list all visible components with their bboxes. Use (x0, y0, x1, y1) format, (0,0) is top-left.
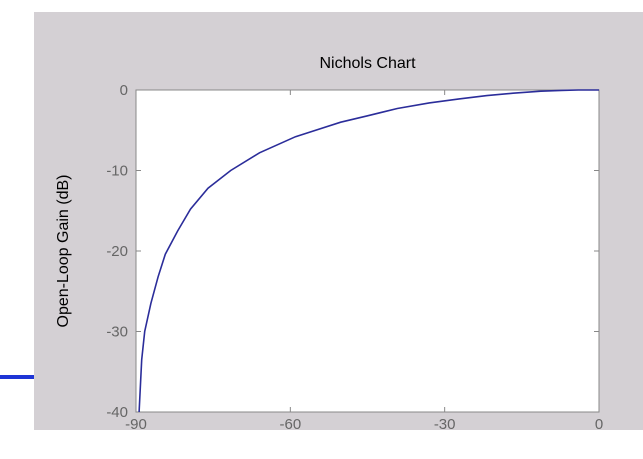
nichols-chart: Nichols Chart Open-Loop Gain (dB) -90 -60… (55, 55, 603, 430)
x-tick-label: -60 (279, 416, 301, 430)
y-tick-label: 0 (120, 82, 128, 99)
x-tick-label: -90 (125, 416, 147, 430)
y-tick-label: -40 (106, 404, 128, 421)
series-line (138, 89, 599, 413)
axis-ticks: -90 -60 -30 0 0 -10 -20 -30 -40 (106, 82, 603, 430)
plot-area (135, 89, 600, 413)
y-tick-label: -10 (106, 163, 128, 180)
y-tick-label: -20 (106, 243, 128, 260)
accent-line (0, 375, 40, 379)
chart-title: Nichols Chart (319, 55, 416, 72)
x-tick-label: -30 (434, 416, 456, 430)
y-tick-label: -30 (106, 324, 128, 341)
y-axis-label: Open-Loop Gain (dB) (55, 175, 72, 328)
x-tick-label: 0 (595, 416, 603, 430)
figure-panel: Nichols Chart Open-Loop Gain (dB) -90 -60… (34, 12, 643, 430)
